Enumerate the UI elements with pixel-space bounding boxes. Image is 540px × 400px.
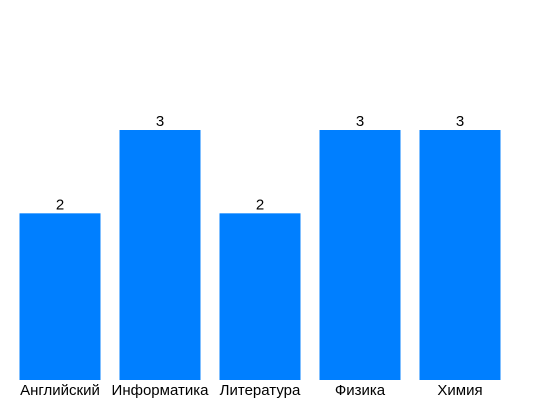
bar-2 <box>119 130 201 380</box>
bar-value-label: 3 <box>356 113 364 130</box>
x-tick-label: Физика <box>335 382 386 399</box>
bar-1 <box>19 213 101 380</box>
bars-group <box>19 130 501 380</box>
bar-value-label: 2 <box>256 196 264 213</box>
x-tick-label: Информатика <box>112 382 210 399</box>
bar-value-label: 3 <box>456 113 464 130</box>
bar-5 <box>419 130 501 380</box>
bar-3 <box>219 213 301 380</box>
bar-4 <box>319 130 401 380</box>
x-tick-label: Литература <box>220 382 301 399</box>
x-tick-label: Английский <box>20 382 100 399</box>
x-axis-tick-labels: Английский Информатика Литература Физика Хим… <box>20 382 482 399</box>
bar-value-label: 3 <box>156 113 164 130</box>
bar-value-label: 2 <box>56 196 64 213</box>
value-labels-group: 2 3 2 3 3 <box>56 113 464 213</box>
x-tick-label: Химия <box>437 382 482 399</box>
